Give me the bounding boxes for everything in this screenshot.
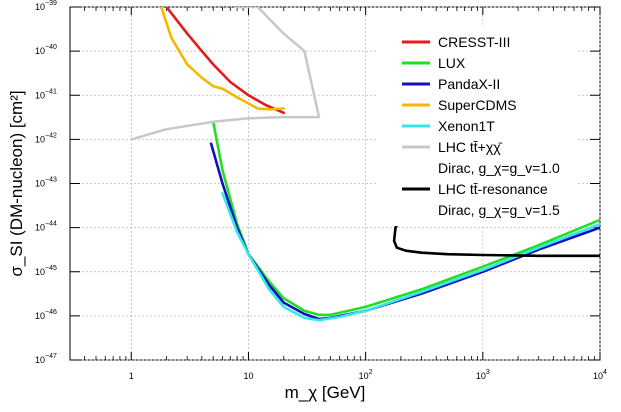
- curve-lhc-tt-: [130, 7, 321, 141]
- legend-sublabel: Dirac, g_χ=g_v=1.0: [438, 160, 560, 176]
- x-axis-label: m_χ [GeV]: [285, 383, 366, 402]
- y-tick-labels: 10−47 10−46 10−45 10−44 10−43 10−42 10−41 10−40…: [35, 0, 57, 365]
- y-tick-label: 10−45: [35, 265, 57, 277]
- x-tick-label: 10: [243, 371, 253, 381]
- y-tick-label: 10−47: [35, 353, 57, 365]
- y-axis-title: σ_SI (DM-nucleon) [cm²]: [7, 90, 26, 276]
- legend-label: Xenon1T: [438, 118, 495, 134]
- legend-label: SuperCDMS: [438, 97, 517, 113]
- curve-pandax-ii: [209, 142, 600, 321]
- legend-label: PandaX-II: [438, 76, 500, 92]
- exclusion-curves: [130, 7, 600, 322]
- x-axis-title: m_χ [GeV]: [285, 383, 366, 402]
- y-tick-label: 10−40: [35, 44, 57, 56]
- y-tick-label: 10−42: [35, 132, 57, 144]
- y-axis-label: σ_SI (DM-nucleon) [cm²]: [7, 90, 26, 276]
- curve-lhc-tt-resonance: [392, 221, 600, 258]
- legend-label: LUX: [438, 55, 466, 71]
- x-tick-labels: 1 10 102 103 104: [129, 369, 607, 381]
- legend-sublabel: Dirac, g_χ=g_v=1.5: [438, 202, 560, 218]
- legend-label: LHC tt̄-resonance: [438, 181, 548, 197]
- curve-supercdms: [159, 7, 286, 111]
- y-tick-label: 10−43: [35, 177, 57, 189]
- legend: CRESST-III LUX PandaX-II SuperCDMS Xenon1T LH…: [378, 26, 576, 226]
- x-tick-label: 103: [476, 369, 490, 381]
- x-tick-label: 1: [129, 371, 134, 381]
- y-tick-label: 10−44: [35, 221, 57, 233]
- curve-xenon1t: [221, 192, 600, 322]
- curve-cresst-iii: [165, 7, 286, 115]
- y-tick-label: 10−41: [35, 88, 57, 100]
- legend-label: LHC tt̄+χχ̄: [438, 139, 503, 155]
- legend-label: CRESST-III: [438, 34, 510, 50]
- minor-ticks: [69, 6, 601, 361]
- x-tick-label: 102: [359, 369, 373, 381]
- y-tick-label: 10−39: [35, 0, 57, 12]
- x-tick-label: 104: [593, 369, 607, 381]
- y-tick-label: 10−46: [35, 309, 57, 321]
